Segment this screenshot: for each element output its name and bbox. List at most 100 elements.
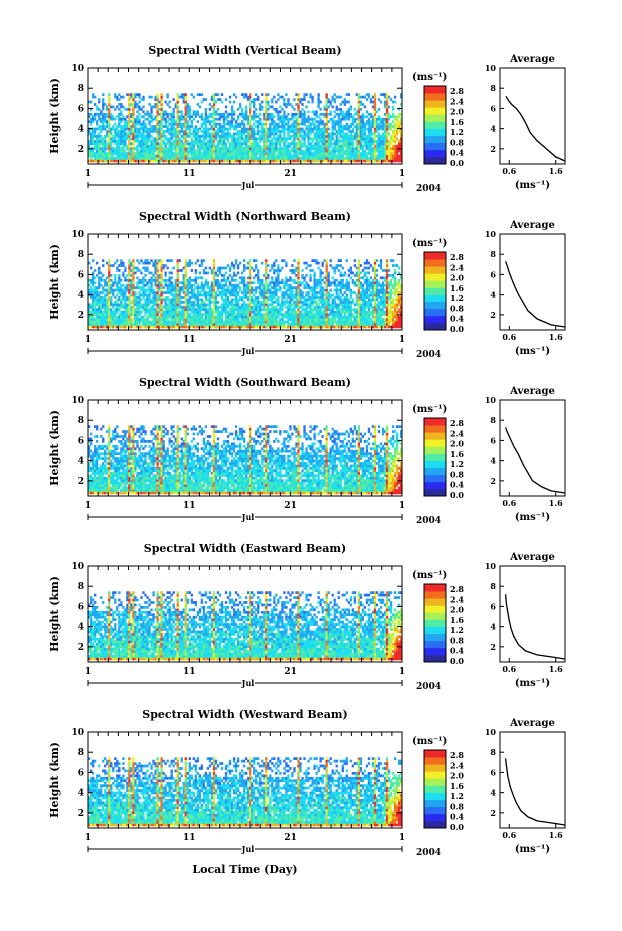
heatmap-cell [164,110,167,114]
heatmap-cell [92,93,95,97]
heatmap-cell [291,159,294,163]
heatmap-cell [393,139,397,143]
heatmap-cell [92,120,95,124]
colorbar-tick-label: 2.4 [450,96,464,106]
heatmap-cell [146,112,149,116]
heatmap-cell [357,93,361,97]
heatmap-cell [132,134,135,138]
heatmap-cell [381,125,385,128]
heatmap-cell [144,261,147,265]
heatmap-cell [174,308,177,312]
heatmap-cell [265,152,268,155]
heatmap-cell [341,142,344,146]
heatmap-cell [224,147,228,151]
heatmap-cell [120,261,123,265]
heatmap-cell [220,305,224,309]
heatmap-cell [232,154,236,158]
heatmap-cell [98,269,101,272]
heatmap-cell [108,310,111,314]
heatmap-cell [166,318,169,321]
heatmap-cell [156,105,159,109]
heatmap-cell [228,303,232,307]
heatmap-cell [285,93,288,97]
heatmap-cell [216,288,220,292]
heatmap-cell [253,259,256,263]
heatmap-cell [176,276,179,280]
heatmap-cell [198,137,202,141]
heatmap-cell [160,147,163,151]
heatmap-cell [397,125,401,128]
heatmap-cell [226,315,230,319]
heatmap-cell [172,107,175,111]
heatmap-cell [88,149,91,153]
heatmap-cell [361,127,365,131]
heatmap-cell [323,125,326,128]
heatmap-cell [208,157,212,160]
heatmap-cell [202,132,206,136]
heatmap-cell [156,120,159,124]
heatmap-cell [242,310,246,314]
heatmap-cell [160,264,163,267]
heatmap-cell [287,117,290,121]
heatmap-cell [247,320,250,324]
heatmap-cell [373,139,377,143]
heatmap-cell [140,98,143,101]
heatmap-cell [108,159,111,163]
colorbar-tick-label: 2.0 [450,107,464,117]
heatmap-cell [293,127,296,131]
heatmap-cell [236,291,240,294]
heatmap-cell [134,323,137,326]
heatmap-cell [245,93,248,97]
heatmap-cell [311,137,314,141]
heatmap-cell [222,137,226,141]
heatmap-cell [265,276,268,280]
heatmap-cell [128,152,131,155]
heatmap-cell [335,142,338,146]
heatmap-cell [230,291,234,294]
heatmap-cell [194,276,197,280]
heatmap-cell [226,120,230,124]
heatmap-cell [387,117,391,121]
x-tick-label: 21 [284,169,297,179]
heatmap-cell [285,103,288,106]
heatmap-cell [253,154,256,158]
heatmap-cell [178,313,181,317]
heatmap-cell [391,125,395,128]
heatmap-cell [247,305,250,309]
heatmap-cell [263,147,266,151]
heatmap-cell [337,120,340,124]
heatmap-cell [170,293,173,297]
heatmap-cell [202,288,206,292]
heatmap-cell [214,318,218,321]
heatmap-cell [297,117,300,121]
heatmap-cell [196,305,200,309]
heatmap-cell [88,100,91,104]
heatmap-cell [345,159,348,163]
heatmap-cell [261,313,264,317]
heatmap-cell [242,288,246,292]
heatmap-cell [140,144,143,148]
heatmap-cell [162,139,165,143]
heatmap-cell [371,159,375,163]
heatmap-cell [126,132,129,136]
heatmap-cell [150,127,153,131]
heatmap-cell [347,117,350,121]
heatmap-cell [216,325,220,329]
heatmap-cell [120,298,123,302]
heatmap-cell [90,107,93,111]
heatmap-cell [283,147,286,151]
heatmap-cell [259,107,262,111]
heatmap-cell [156,276,159,280]
heatmap-cell [245,266,248,270]
heatmap-cell [247,291,250,294]
heatmap-cell [174,157,177,160]
heatmap-cell [335,149,338,153]
heatmap-cell [232,308,236,312]
heatmap-cell [98,315,101,319]
heatmap-cell [168,259,171,263]
heatmap-cell [240,278,244,282]
heatmap-cell [180,93,183,97]
heatmap-cell [222,283,226,287]
heatmap-cell [351,117,354,121]
heatmap-cell [196,139,200,143]
